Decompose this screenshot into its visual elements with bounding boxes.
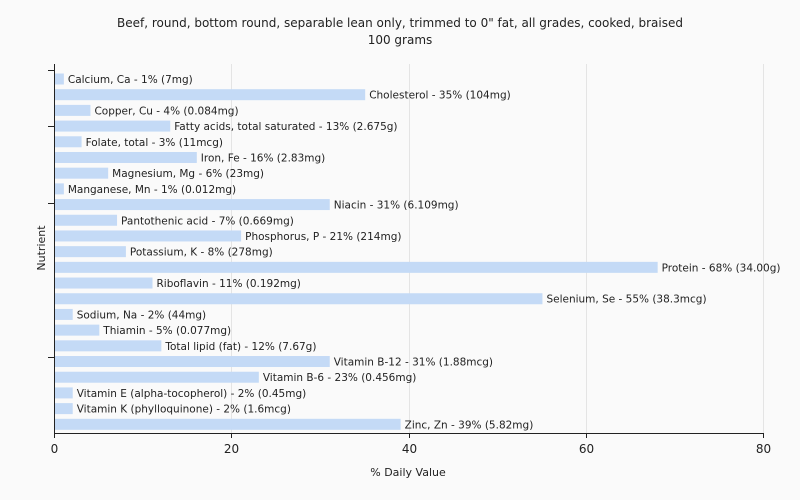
bar-label-20: Vitamin B-6 - 23% (0.456mg) (263, 372, 417, 384)
bar-label-22: Vitamin K (phylloquinone) - 2% (1.6mcg) (77, 404, 291, 416)
bar-label-5: Folate, total - 3% (11mcg) (86, 137, 223, 149)
bar-label-11: Phosphorus, P - 21% (214mg) (245, 231, 401, 243)
bar-label-4: Fatty acids, total saturated - 13% (2.67… (174, 121, 397, 133)
chart-title: Beef, round, bottom round, separable lea… (117, 16, 683, 30)
bar-label-10: Pantothenic acid - 7% (0.669mg) (121, 215, 294, 227)
bar-label-18: Total lipid (fat) - 12% (7.67g) (164, 341, 316, 353)
bar-2 (55, 89, 366, 101)
chart-subtitle: 100 grams (368, 33, 433, 47)
x-tick-label: 40 (402, 442, 417, 456)
x-axis-title: % Daily Value (370, 466, 446, 479)
bar-5 (55, 136, 82, 148)
bar-label-2: Cholesterol - 35% (104mg) (369, 90, 511, 102)
gridlines (231, 64, 764, 433)
axes: 0 20 40 60 80 (48, 64, 771, 456)
bar-1 (55, 73, 64, 85)
bar-label-6: Iron, Fe - 16% (2.83mg) (201, 152, 325, 164)
bar-8 (55, 183, 64, 195)
bar-label-12: Potassium, K - 8% (278mg) (130, 247, 273, 259)
bar-12 (55, 246, 126, 258)
bar-3 (55, 104, 91, 116)
bar-7 (55, 167, 109, 179)
bar-label-21: Vitamin E (alpha-tocopherol) - 2% (0.45m… (77, 388, 307, 400)
x-tick-label: 0 (51, 442, 59, 456)
bar-label-9: Niacin - 31% (6.109mg) (334, 200, 459, 212)
bar-18 (55, 340, 162, 352)
bar-16 (55, 308, 73, 320)
bar-label-19: Vitamin B-12 - 31% (1.88mcg) (334, 357, 493, 369)
x-tick-label: 60 (579, 442, 594, 456)
x-tick-label: 80 (756, 442, 771, 456)
bar-label-3: Copper, Cu - 4% (0.084mg) (94, 105, 238, 117)
bar-label-7: Magnesium, Mg - 6% (23mg) (112, 168, 264, 180)
bar-label-23: Zinc, Zn - 39% (5.82mg) (405, 419, 534, 431)
bar-13 (55, 261, 658, 273)
bar-label-16: Sodium, Na - 2% (44mg) (77, 309, 206, 321)
bar-4 (55, 120, 171, 132)
y-axis-title: Nutrient (35, 225, 48, 271)
bar-15 (55, 293, 543, 305)
bar-label-1: Calcium, Ca - 1% (7mg) (68, 74, 193, 86)
bar-label-8: Manganese, Mn - 1% (0.012mg) (68, 184, 236, 196)
bar-23 (55, 418, 401, 430)
bar-21 (55, 387, 73, 399)
bar-label-15: Selenium, Se - 55% (38.3mcg) (546, 294, 706, 306)
bar-label-14: Riboflavin - 11% (0.192mg) (156, 278, 300, 290)
bar-6 (55, 151, 197, 163)
bar-17 (55, 324, 100, 336)
bar-20 (55, 371, 259, 383)
bar-11 (55, 230, 242, 242)
bar-22 (55, 403, 73, 415)
bar-19 (55, 356, 330, 368)
bar-9 (55, 199, 330, 211)
bar-14 (55, 277, 153, 289)
bar-label-17: Thiamin - 5% (0.077mg) (102, 325, 231, 337)
bar-label-13: Protein - 68% (34.00g) (662, 262, 781, 274)
bar-10 (55, 214, 118, 226)
x-tick-label: 20 (224, 442, 239, 456)
bars: Calcium, Ca - 1% (7mg) Cholesterol - 35% … (55, 73, 781, 431)
